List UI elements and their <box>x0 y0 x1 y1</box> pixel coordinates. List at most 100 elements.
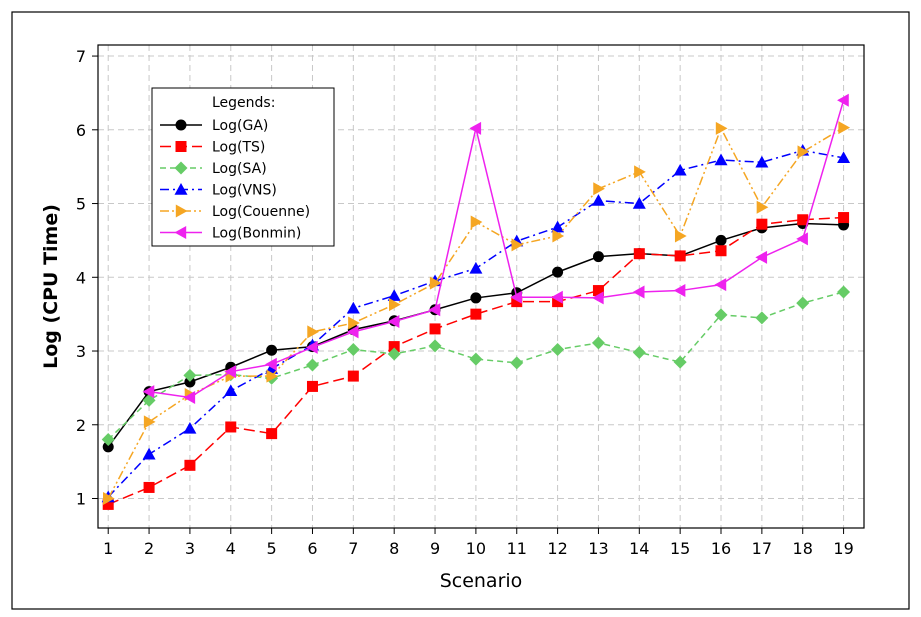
legend-entry: Log(TS) <box>160 140 265 156</box>
data-point <box>797 145 810 159</box>
data-point <box>552 296 564 308</box>
data-point <box>632 197 646 209</box>
data-point <box>673 284 686 298</box>
legend-entry: Log(VNS) <box>160 183 277 199</box>
data-point <box>346 343 360 357</box>
data-point <box>184 459 196 471</box>
data-point <box>551 343 565 357</box>
data-point <box>715 234 727 246</box>
legend-marker <box>174 183 188 195</box>
data-point <box>306 380 318 392</box>
data-point <box>511 296 523 308</box>
x-tick-label: 10 <box>466 539 486 558</box>
data-point <box>837 285 851 299</box>
data-point <box>552 229 565 243</box>
data-point <box>470 308 482 320</box>
data-point <box>305 358 319 372</box>
data-point <box>714 278 727 292</box>
data-point <box>265 357 277 371</box>
data-point <box>591 336 605 350</box>
x-tick-label: 9 <box>430 539 440 558</box>
data-point <box>634 165 646 179</box>
x-tick-label: 11 <box>507 539 527 558</box>
data-point <box>469 121 482 135</box>
data-point <box>714 308 728 322</box>
data-point <box>632 285 645 299</box>
data-point <box>796 296 810 310</box>
data-point <box>102 441 114 453</box>
data-point <box>305 340 318 354</box>
y-tick-label: 2 <box>76 416 86 435</box>
data-point <box>797 214 809 226</box>
data-point <box>552 266 564 278</box>
data-point <box>551 220 565 233</box>
data-point <box>633 248 645 260</box>
legend-entry: Log(SA) <box>160 161 267 177</box>
data-point <box>592 251 604 263</box>
data-point <box>469 352 483 366</box>
data-point <box>387 289 401 301</box>
data-point <box>266 369 279 383</box>
data-point <box>756 200 769 214</box>
x-tick-label: 17 <box>752 539 772 558</box>
legend-entry: Log(Bonmin) <box>160 226 301 242</box>
data-point <box>184 376 196 388</box>
y-tick-label: 3 <box>76 342 86 361</box>
data-point <box>674 250 686 262</box>
series-line <box>148 100 845 399</box>
data-point <box>142 385 155 399</box>
x-tick-label: 4 <box>226 539 236 558</box>
data-point <box>428 303 441 317</box>
x-tick-label: 19 <box>833 539 853 558</box>
x-tick-label: 14 <box>629 539 649 558</box>
x-tick-label: 2 <box>144 539 154 558</box>
data-point <box>632 345 646 359</box>
data-point <box>510 356 524 370</box>
data-point <box>224 384 238 397</box>
data-point <box>838 121 851 135</box>
data-point <box>591 194 605 206</box>
x-tick-label: 6 <box>307 539 317 558</box>
data-point <box>756 218 768 230</box>
legend: Legends: Log(GA) Log(TS) Log(SA) Log(VNS) Lo… <box>151 87 335 247</box>
x-tick-label: 15 <box>670 539 690 558</box>
data-point <box>755 155 769 168</box>
data-point <box>347 370 359 382</box>
data-point <box>591 291 604 305</box>
legend-marker <box>174 226 187 239</box>
plot-area-frame <box>97 44 865 529</box>
series-layer <box>101 93 851 510</box>
x-tick-label: 12 <box>547 539 567 558</box>
legend-entry: Log(Couenne) <box>160 204 310 220</box>
data-point <box>387 315 400 329</box>
data-point <box>429 276 442 290</box>
data-point <box>714 153 728 166</box>
data-point <box>143 481 155 493</box>
y-axis-title: Log (CPU Time) <box>40 204 62 369</box>
data-point <box>837 151 851 164</box>
data-point <box>103 492 115 506</box>
data-point <box>593 182 605 196</box>
data-point <box>673 355 687 369</box>
y-tick-label: 5 <box>76 195 86 214</box>
legend-marker <box>174 161 188 175</box>
y-tick-label: 4 <box>76 268 86 287</box>
data-point <box>183 390 196 404</box>
data-point <box>755 311 769 325</box>
data-point <box>387 347 401 361</box>
y-tick-label: 6 <box>76 121 86 140</box>
x-axis-title: Scenario <box>440 570 523 592</box>
data-point <box>428 339 442 353</box>
legend-label: Log(VNS) <box>212 183 277 199</box>
data-point <box>346 301 360 314</box>
data-point <box>551 290 563 304</box>
data-point <box>266 428 278 440</box>
legend-marker <box>175 141 187 152</box>
x-tick-label: 7 <box>348 539 358 558</box>
chart-outer-frame <box>11 11 910 610</box>
legend-marker <box>175 204 188 218</box>
y-tick-label: 7 <box>76 47 86 66</box>
data-point <box>142 393 156 407</box>
data-point <box>715 245 727 257</box>
series-4 <box>103 121 851 506</box>
